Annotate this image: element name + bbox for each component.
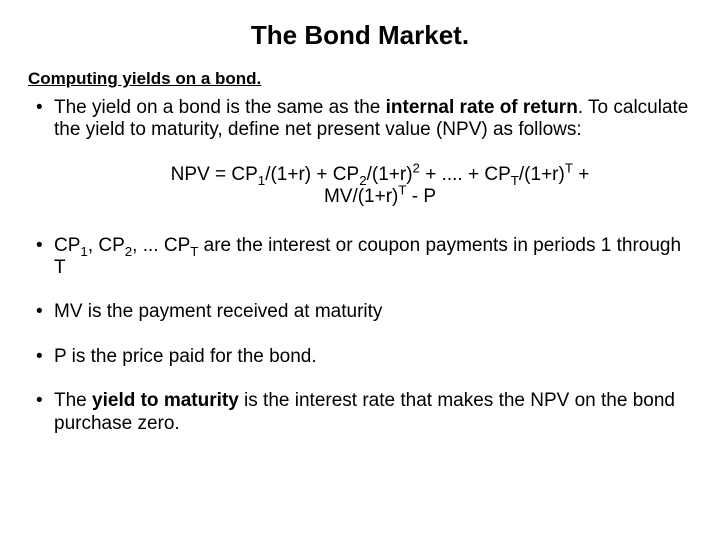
superscript: 2 [413, 160, 420, 175]
text: CP [54, 235, 80, 256]
bullet-item-5: The yield to maturity is the interest ra… [36, 390, 692, 435]
text: are the interest or coupon payments in p… [54, 235, 681, 278]
subscript: T [511, 173, 519, 188]
bullet-item-2: CP1, CP2, ... CPT are the interest or co… [36, 235, 692, 280]
formula-text: NPV = CP [171, 164, 258, 185]
superscript: T [565, 160, 573, 175]
bullet-list: The yield on a bond is the same as the i… [28, 97, 692, 142]
formula-text: /(1+r) [367, 164, 413, 185]
text: The yield on a bond is the same as the [54, 97, 386, 118]
formula-text: - P [407, 186, 437, 207]
bold-text: internal rate of return [386, 97, 578, 118]
bold-text: yield to maturity [92, 390, 239, 411]
npv-formula: NPV = CP1/(1+r) + CP2/(1+r)2 + .... + CP… [28, 164, 692, 209]
formula-text: + [573, 164, 589, 185]
subscript: 1 [80, 243, 87, 258]
formula-text: /(1+r) + CP [265, 164, 359, 185]
bullet-item-4: P is the price paid for the bond. [36, 346, 692, 368]
bullet-list-2: CP1, CP2, ... CPT are the interest or co… [28, 235, 692, 435]
text: P is the price paid for the bond. [54, 346, 317, 367]
bullet-item-1: The yield on a bond is the same as the i… [36, 97, 692, 142]
text: The [54, 390, 92, 411]
formula-text: + .... + CP [420, 164, 511, 185]
slide-title: The Bond Market. [28, 20, 692, 51]
formula-text: /(1+r) [519, 164, 565, 185]
section-subheading: Computing yields on a bond. [28, 69, 692, 89]
superscript: T [398, 183, 406, 198]
bullet-item-3: MV is the payment received at maturity [36, 301, 692, 323]
text: MV is the payment received at maturity [54, 301, 382, 322]
formula-text: MV/(1+r) [324, 186, 398, 207]
subscript: 2 [125, 243, 132, 258]
